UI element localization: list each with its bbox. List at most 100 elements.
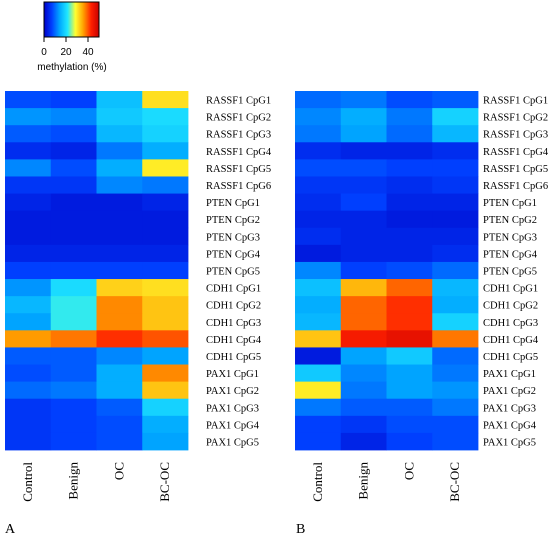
heatmap-cell: [142, 279, 189, 297]
heatmap-panel-a: RASSF1 CpG1 RASSF1 CpG2 RASSF1 CpG3 RASSF1 …: [5, 91, 272, 537]
heatmap-cell: [432, 244, 479, 263]
colorbar-label: methylation (%): [37, 62, 106, 73]
heatmap-cell: [340, 244, 387, 263]
heatmap-cell: [50, 125, 97, 143]
column-label: Benign: [356, 462, 371, 500]
heatmap-cell: [96, 313, 143, 331]
row-label: PTEN CpG3: [206, 232, 260, 243]
heatmap-cell: [386, 210, 433, 229]
row-label: PTEN CpG5: [483, 267, 537, 278]
heatmap-cell: [96, 398, 143, 417]
row-label: PTEN CpG1: [206, 198, 260, 209]
heatmap-cell: [96, 415, 143, 434]
heatmap-cell: [386, 261, 433, 280]
heatmap-cell: [5, 415, 52, 434]
heatmap-cell: [142, 330, 189, 348]
heatmap-cell: [432, 398, 479, 417]
heatmap-cell: [340, 330, 387, 348]
heatmap-cell: [386, 313, 433, 331]
heatmap-cell: [142, 193, 189, 212]
heatmap-cell: [96, 193, 143, 212]
heatmap-cell: [340, 432, 387, 451]
heatmap-cell: [295, 261, 342, 280]
heatmap-cell: [386, 415, 433, 434]
heatmap-cell: [96, 227, 143, 246]
heatmap-cell: [142, 347, 189, 365]
row-label: PAX1 CpG5: [483, 437, 536, 448]
heatmap-cell: [50, 244, 97, 263]
heatmap-cell: [340, 210, 387, 229]
heatmap-cell: [386, 193, 433, 212]
heatmap-cell: [340, 142, 387, 160]
column-label: Control: [20, 462, 35, 502]
heatmap-cell: [142, 159, 189, 177]
heatmap-cell: [5, 159, 52, 177]
row-label: RASSF1 CpG4: [483, 147, 549, 158]
heatmap-cell: [50, 364, 97, 383]
heatmap-cell: [340, 176, 387, 194]
heatmap-cell: [386, 125, 433, 143]
heatmap-cell: [96, 347, 143, 365]
heatmap-cell: [96, 279, 143, 297]
heatmap-cell: [432, 330, 479, 348]
heatmap-cell: [96, 261, 143, 280]
row-label: PAX1 CpG4: [206, 420, 260, 431]
row-label: CDH1 CpG3: [206, 318, 261, 329]
heatmap-cell: [96, 244, 143, 263]
row-label: PAX1 CpG3: [483, 403, 536, 414]
heatmap-cell: [340, 227, 387, 246]
colorbar-ticks: 0 20 40: [41, 37, 94, 58]
row-label: RASSF1 CpG2: [483, 113, 548, 124]
heatmap-cell: [142, 261, 189, 280]
heatmap-cell: [96, 330, 143, 348]
heatmap-cell: [340, 279, 387, 297]
heatmap-cell: [340, 398, 387, 417]
heatmap-cell: [386, 279, 433, 297]
heatmap-cell: [50, 296, 97, 314]
heatmap-cell: [96, 108, 143, 126]
heatmap-cell: [142, 176, 189, 194]
heatmap-cell: [5, 296, 52, 314]
heatmap-cell: [5, 210, 52, 229]
heatmap-cell: [340, 125, 387, 143]
heatmap-cell: [295, 227, 342, 246]
heatmap-cell: [386, 244, 433, 263]
row-label: RASSF1 CpG5: [206, 164, 271, 175]
heatmap-cell: [295, 296, 342, 314]
heatmap-cell: [432, 159, 479, 177]
column-label: Benign: [66, 462, 81, 500]
column-label: Control: [310, 462, 325, 502]
heatmap-cell: [295, 108, 342, 126]
heatmap-cell: [50, 159, 97, 177]
heatmap-cell: [50, 432, 97, 451]
colorbar-scale: [43, 1, 100, 38]
heatmap-cell: [142, 108, 189, 126]
heatmap-cell: [295, 415, 342, 434]
heatmap-cell: [96, 125, 143, 143]
panel-label: B: [296, 522, 305, 537]
row-label: CDH1 CpG1: [206, 284, 261, 295]
heatmap-cell: [295, 159, 342, 177]
heatmap-cell: [340, 159, 387, 177]
heatmap-cell: [340, 347, 387, 365]
heatmap-cell: [96, 381, 143, 400]
heatmap-cell: [50, 415, 97, 434]
heatmap-cell: [5, 193, 52, 212]
heatmap-cell: [386, 432, 433, 451]
row-label: RASSF1 CpG5: [483, 164, 548, 175]
heatmap-cell: [295, 364, 342, 383]
heatmap-cell: [50, 347, 97, 365]
heatmap-cell: [295, 381, 342, 400]
heatmap-cell: [340, 313, 387, 331]
row-label: CDH1 CpG1: [483, 284, 538, 295]
row-label: RASSF1 CpG3: [206, 130, 271, 141]
heatmap-cell: [5, 381, 52, 400]
row-label: PAX1 CpG1: [483, 369, 536, 380]
row-label: PAX1 CpG3: [206, 403, 259, 414]
row-label: PAX1 CpG1: [206, 369, 259, 380]
heatmap-cell: [386, 176, 433, 194]
heatmap-cell: [386, 364, 433, 383]
heatmap-cell: [386, 91, 433, 109]
heatmap-cell: [50, 193, 97, 212]
heatmap-cell: [142, 91, 189, 109]
